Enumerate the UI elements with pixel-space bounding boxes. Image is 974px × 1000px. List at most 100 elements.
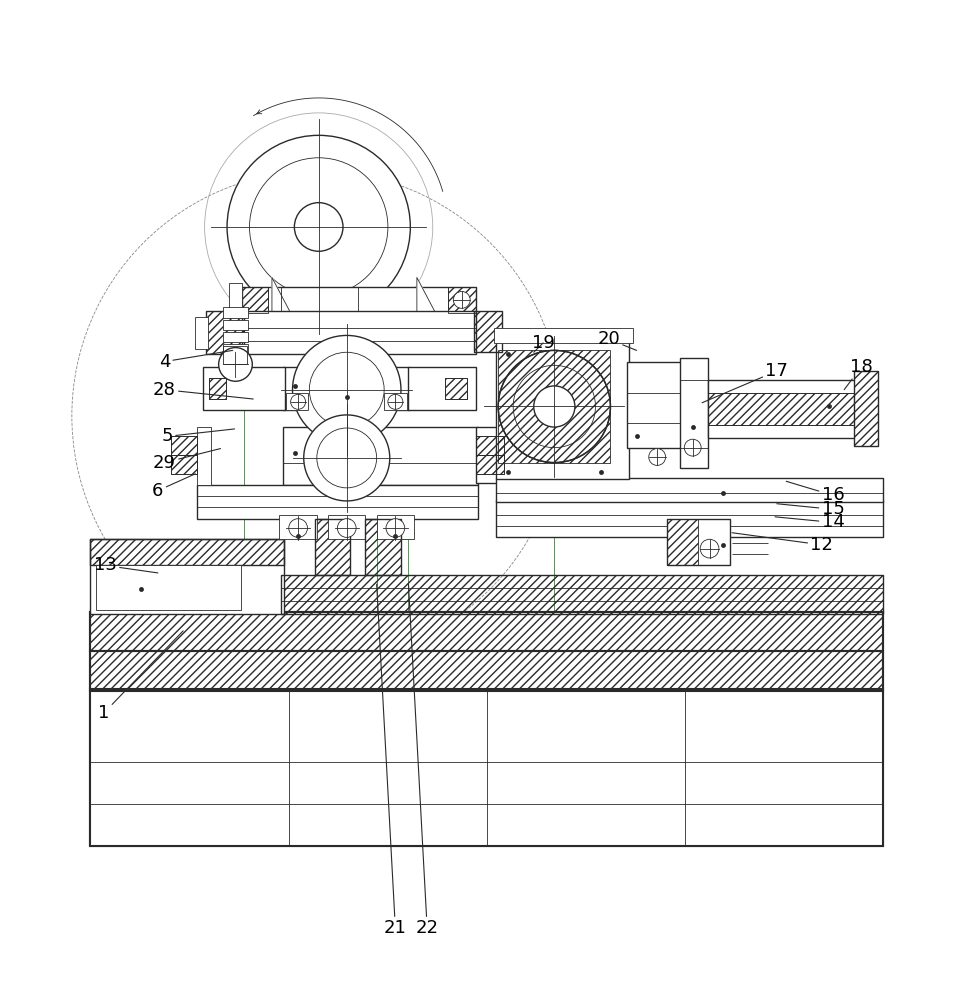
Circle shape xyxy=(304,415,390,501)
Text: 6: 6 xyxy=(152,474,195,500)
Bar xyxy=(666,519,698,565)
Bar xyxy=(497,478,882,502)
Bar xyxy=(242,287,475,313)
Bar xyxy=(680,358,708,468)
Bar xyxy=(171,455,197,474)
Bar xyxy=(475,436,504,455)
Bar xyxy=(499,350,611,463)
Circle shape xyxy=(227,135,410,319)
Bar xyxy=(475,427,504,483)
Polygon shape xyxy=(417,277,435,313)
Bar xyxy=(223,320,247,330)
Bar xyxy=(281,575,882,614)
Bar xyxy=(90,651,882,691)
Text: 15: 15 xyxy=(777,500,844,518)
Bar xyxy=(206,311,244,354)
Bar xyxy=(497,500,882,537)
Circle shape xyxy=(649,449,665,465)
Circle shape xyxy=(685,439,701,456)
Bar xyxy=(666,519,730,565)
Circle shape xyxy=(249,158,388,296)
Bar xyxy=(229,283,242,309)
Bar xyxy=(283,367,409,410)
Bar xyxy=(474,311,502,352)
Text: 19: 19 xyxy=(532,334,554,352)
Text: 14: 14 xyxy=(775,513,844,531)
Bar xyxy=(90,612,882,651)
Text: 28: 28 xyxy=(153,381,253,399)
Bar xyxy=(328,515,365,539)
Bar xyxy=(90,651,882,691)
Bar xyxy=(90,539,284,565)
Bar xyxy=(627,362,682,448)
Circle shape xyxy=(310,352,384,427)
Bar xyxy=(708,393,855,425)
Bar xyxy=(223,346,246,364)
Bar xyxy=(197,485,477,519)
Circle shape xyxy=(218,348,252,381)
Circle shape xyxy=(700,539,719,558)
Text: 18: 18 xyxy=(844,358,873,390)
Circle shape xyxy=(294,203,343,251)
Bar xyxy=(223,307,247,318)
Bar xyxy=(283,427,477,485)
Circle shape xyxy=(292,335,401,444)
Circle shape xyxy=(534,386,575,427)
Bar xyxy=(474,311,502,352)
Bar xyxy=(408,367,475,410)
Bar xyxy=(365,519,401,575)
Bar xyxy=(365,519,401,575)
Circle shape xyxy=(386,519,405,537)
Bar xyxy=(475,455,504,474)
Bar xyxy=(223,346,246,364)
Bar xyxy=(475,455,504,474)
Bar xyxy=(495,328,633,343)
Bar xyxy=(90,539,284,565)
Bar xyxy=(203,367,285,410)
Bar xyxy=(315,519,351,575)
Bar xyxy=(96,565,242,610)
Bar xyxy=(90,539,284,614)
Text: 12: 12 xyxy=(732,533,833,554)
Bar xyxy=(242,311,475,354)
Text: 21: 21 xyxy=(377,584,407,937)
Circle shape xyxy=(337,519,356,537)
Text: 4: 4 xyxy=(159,350,233,371)
Bar xyxy=(448,287,475,313)
Text: 20: 20 xyxy=(597,330,637,350)
Circle shape xyxy=(499,350,611,463)
Bar xyxy=(497,341,629,479)
Circle shape xyxy=(288,519,308,537)
Bar xyxy=(171,455,197,474)
Bar xyxy=(242,287,268,313)
Bar xyxy=(242,287,268,313)
Bar xyxy=(445,378,468,399)
Bar xyxy=(209,378,226,399)
Bar xyxy=(195,317,208,349)
Text: 1: 1 xyxy=(98,631,183,722)
Bar xyxy=(315,519,351,575)
Bar xyxy=(171,436,197,455)
Bar xyxy=(90,612,882,846)
Bar xyxy=(206,311,244,354)
Text: 22: 22 xyxy=(408,584,438,937)
Bar xyxy=(384,393,406,410)
Bar xyxy=(708,380,855,438)
Bar xyxy=(448,287,475,313)
Text: 5: 5 xyxy=(162,427,235,445)
Bar xyxy=(475,436,504,455)
Circle shape xyxy=(453,291,470,308)
Circle shape xyxy=(290,394,306,409)
Bar xyxy=(286,393,309,410)
Bar xyxy=(223,344,247,354)
Bar xyxy=(377,515,414,539)
Bar xyxy=(223,332,247,342)
Bar xyxy=(197,427,211,485)
Text: 29: 29 xyxy=(153,449,220,472)
Text: 13: 13 xyxy=(94,556,158,574)
Bar xyxy=(90,689,882,846)
Bar xyxy=(281,575,882,614)
Text: 16: 16 xyxy=(786,481,844,504)
Bar xyxy=(280,515,317,539)
Bar xyxy=(445,378,468,399)
